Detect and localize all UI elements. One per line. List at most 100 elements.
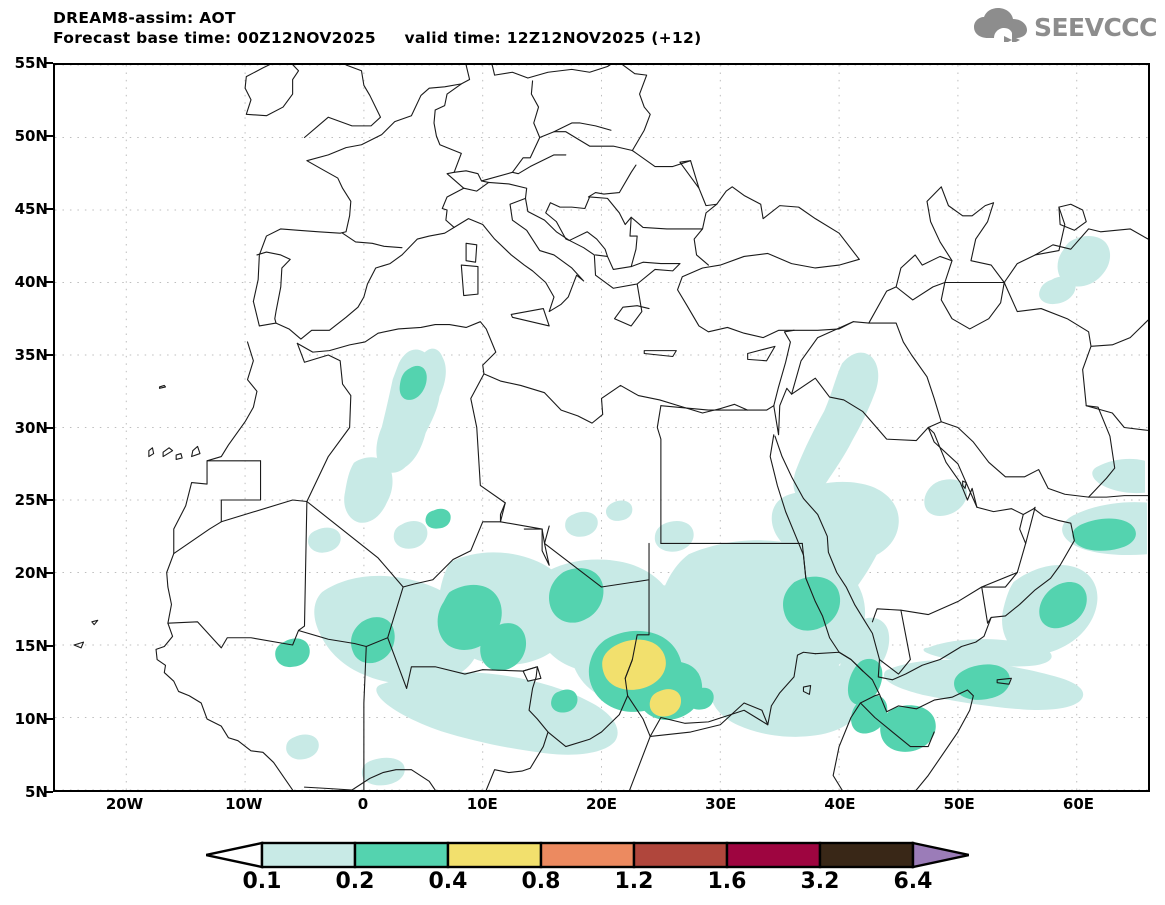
y-axis-tick [44, 572, 53, 575]
x-axis-label: 50E [943, 795, 975, 813]
map-boundary-path [832, 702, 862, 790]
map-boundary-path [926, 186, 1005, 330]
x-axis-label: 0 [357, 795, 369, 813]
colorbar-tick-label: 0.8 [521, 869, 561, 894]
map-boundary-path [499, 502, 506, 523]
y-axis-label: 25N [14, 491, 48, 510]
colorbar-swatch [353, 841, 450, 869]
colorbar[interactable] [206, 841, 969, 869]
map-boundary-path [511, 131, 633, 173]
map-boundary-path [547, 695, 629, 748]
y-axis-label: 5N [25, 783, 48, 801]
map-boundary-path [643, 350, 677, 358]
map-boundary-path [773, 377, 929, 442]
y-axis-label: 45N [14, 199, 48, 218]
map-boundary-path [962, 480, 967, 489]
colorbar-swatch [539, 841, 636, 869]
map-boundary-path [859, 693, 881, 704]
y-axis-tick [44, 280, 53, 283]
map-coastlines-borders [73, 65, 1148, 790]
y-axis-tick [44, 134, 53, 137]
map-boundary-path [453, 197, 650, 327]
colorbar-tick-label: 0.2 [335, 869, 375, 894]
map-boundary-path [252, 65, 611, 302]
map-boundary-path [859, 702, 935, 748]
chart-subtitle: Forecast base time: 00Z12NOV2025 valid t… [53, 29, 702, 47]
map-boundary-path [303, 769, 436, 790]
map-boundary-path [774, 421, 1075, 681]
map-boundary-path [1058, 203, 1087, 231]
map-boundary-path [303, 65, 382, 139]
x-axis-label: 40E [824, 795, 856, 813]
colorbar-swatch [260, 841, 357, 869]
x-axis-label: 10W [225, 795, 263, 813]
map-boundary-path [594, 216, 638, 271]
colorbar-tick-label: 1.6 [707, 869, 747, 894]
map-boundary-path [1085, 405, 1148, 431]
map-boundary-path [543, 525, 550, 545]
map-boundary-path [944, 281, 1116, 498]
y-axis-label: 50N [14, 126, 48, 145]
cloud-icon [973, 8, 1028, 46]
y-axis-label: 35N [14, 345, 48, 364]
map-boundary-path [155, 341, 294, 790]
colorbar-tick-label: 0.4 [428, 869, 468, 894]
y-axis-tick [44, 426, 53, 429]
map-boundary-path [878, 609, 911, 675]
map-boundary-path [940, 421, 1148, 498]
map-boundary-path [341, 232, 403, 249]
map-boundary-path [676, 252, 860, 339]
y-axis-label: 20N [14, 564, 48, 583]
map-boundary-path [91, 619, 99, 626]
y-axis-tick [44, 718, 53, 721]
map-boundary-path [158, 384, 167, 389]
map-boundary-path [460, 264, 479, 297]
map-boundary-path [568, 231, 609, 257]
map-boundary-path [530, 80, 541, 139]
map-boundary-path [927, 426, 978, 508]
y-axis-tick [44, 353, 53, 356]
chart-title: DREAM8-assim: AOT [53, 9, 236, 27]
y-axis-label: 15N [14, 637, 48, 656]
y-axis-label: 10N [14, 710, 48, 729]
aot-contour-fill [275, 236, 1148, 786]
map-boundary-path [220, 499, 308, 523]
y-axis-tick [44, 791, 53, 793]
map-boundary-path [433, 83, 462, 173]
map-boundary-path [553, 122, 612, 133]
map-boundary-path [175, 453, 183, 460]
map-boundary-path [167, 500, 308, 649]
colorbar-under-arrow [206, 841, 264, 869]
map-boundary-path [773, 329, 795, 407]
x-axis-label: 20W [105, 795, 144, 813]
colorbar-swatch [632, 841, 729, 869]
map-boundary-path [499, 521, 651, 737]
x-axis-label: 60E [1062, 795, 1095, 813]
map-boundary-path [679, 160, 700, 189]
map-boundary-path [1025, 506, 1036, 545]
map-boundary-path [1090, 319, 1148, 347]
map-boundary-path [162, 447, 174, 458]
map-boundary-path [801, 542, 807, 579]
map-boundary-path [73, 641, 85, 649]
logo-text: SEEVCCC [1033, 12, 1158, 42]
colorbar-tick-label: 6.4 [893, 869, 933, 894]
map-boundary-path [631, 149, 718, 207]
y-axis-label: 55N [14, 54, 48, 72]
map-boundary-path [802, 685, 812, 695]
map-boundary-path [868, 254, 953, 324]
colorbar-tick-label: 3.2 [800, 869, 840, 894]
map-boundary-path [871, 513, 1027, 623]
map-boundary-path [1003, 228, 1148, 284]
map-boundary-path [656, 405, 662, 545]
map-boundary-path [878, 689, 974, 790]
map-boundary-path [693, 186, 860, 266]
map-boundary-path [148, 447, 155, 458]
map-boundary-path [624, 658, 633, 679]
map-boundary-path [297, 586, 404, 648]
map-boundary-path [649, 651, 816, 737]
y-axis-tick [44, 645, 53, 648]
map-plot-area[interactable] [53, 63, 1150, 792]
map-boundary-path [173, 460, 262, 555]
